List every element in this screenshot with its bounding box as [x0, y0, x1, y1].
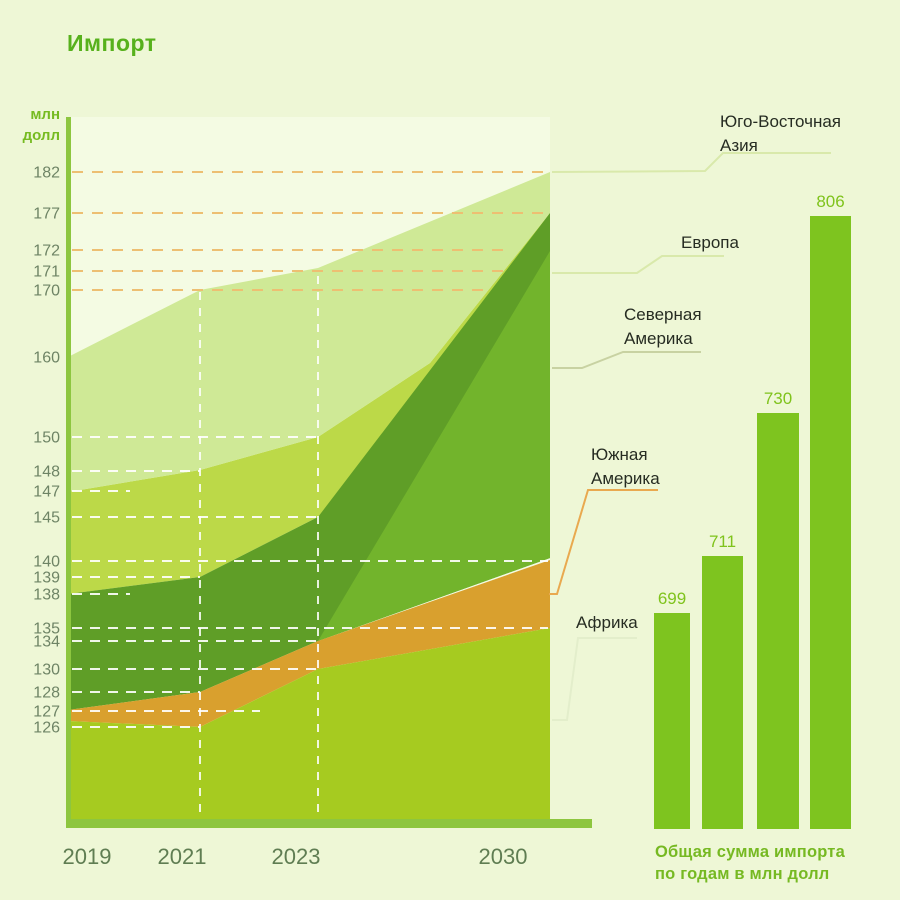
- y-tick-label: 139: [33, 570, 60, 587]
- y-tick-label: 150: [33, 430, 60, 447]
- x-axis-line: [66, 819, 592, 828]
- bar-value-label: 699: [658, 589, 686, 608]
- y-tick-label: 148: [33, 464, 60, 481]
- y-tick-label: 135: [33, 621, 60, 638]
- y-tick-label: 128: [33, 685, 60, 702]
- legend-connector-north-america: [552, 351, 701, 369]
- legend-label-europe: Европа: [681, 233, 739, 252]
- area-north-america-2030-wedge: [318, 251, 550, 641]
- y-axis-line: [66, 117, 71, 828]
- legend-connector-africa: [552, 637, 637, 721]
- y-tick-label: 160: [33, 350, 60, 367]
- bar-value-label: 711: [709, 532, 736, 551]
- legend-label-africa: Африка: [576, 613, 638, 632]
- y-tick-label: 127: [33, 704, 60, 721]
- area-europe: [68, 213, 550, 594]
- area-africa: [68, 628, 550, 828]
- horizontal-gridlines: [72, 171, 553, 728]
- x-tick-label: 2023: [272, 844, 321, 869]
- y-tick-label: 145: [33, 510, 60, 527]
- total-bar-2023: [757, 413, 799, 829]
- y-tick-label: 134: [33, 634, 60, 651]
- legend-label-southeast-asia: Юго-Восточная Азия: [720, 112, 841, 155]
- y-tick-label: 170: [33, 283, 60, 300]
- y-tick-label: 182: [33, 165, 60, 182]
- y-tick-label: 126: [33, 720, 60, 737]
- total-bar-2019: [654, 613, 690, 829]
- y-axis-unit: млн долл: [0, 104, 60, 146]
- legend-connector-south-america: [549, 489, 658, 595]
- x-tick-label: 2019: [63, 844, 112, 869]
- y-axis-unit-line2: долл: [22, 127, 60, 144]
- totals-bar-chart: 699 711 730 806: [654, 192, 851, 829]
- total-bar-2030: [810, 216, 851, 829]
- y-tick-label: 177: [33, 206, 60, 223]
- bar-value-label: 730: [764, 389, 792, 408]
- y-tick-label: 171: [33, 264, 60, 281]
- legend-label-north-america: Северная Америка: [624, 305, 702, 348]
- total-bar-2021: [702, 556, 743, 829]
- y-tick-label: 138: [33, 587, 60, 604]
- bar-chart-caption: Общая сумма импорта по годам в млн долл: [655, 843, 845, 883]
- legend-connector-europe: [552, 255, 724, 274]
- y-tick-label: 147: [33, 484, 60, 501]
- x-axis-tick-labels: 2019 2021 2023 2030: [63, 844, 528, 869]
- area-southeast-asia: [68, 172, 550, 492]
- legend-label-south-america: Южная Америка: [591, 445, 660, 488]
- page-title: Импорт: [67, 30, 157, 56]
- y-tick-label: 140: [33, 554, 60, 571]
- bar-value-label: 806: [816, 192, 844, 211]
- y-axis-unit-line1: млн: [30, 106, 60, 123]
- x-tick-label: 2030: [479, 844, 528, 869]
- legend-connector-southeast-asia: [551, 152, 831, 173]
- y-tick-label: 130: [33, 662, 60, 679]
- x-tick-label: 2021: [158, 844, 207, 869]
- y-tick-label: 172: [33, 243, 60, 260]
